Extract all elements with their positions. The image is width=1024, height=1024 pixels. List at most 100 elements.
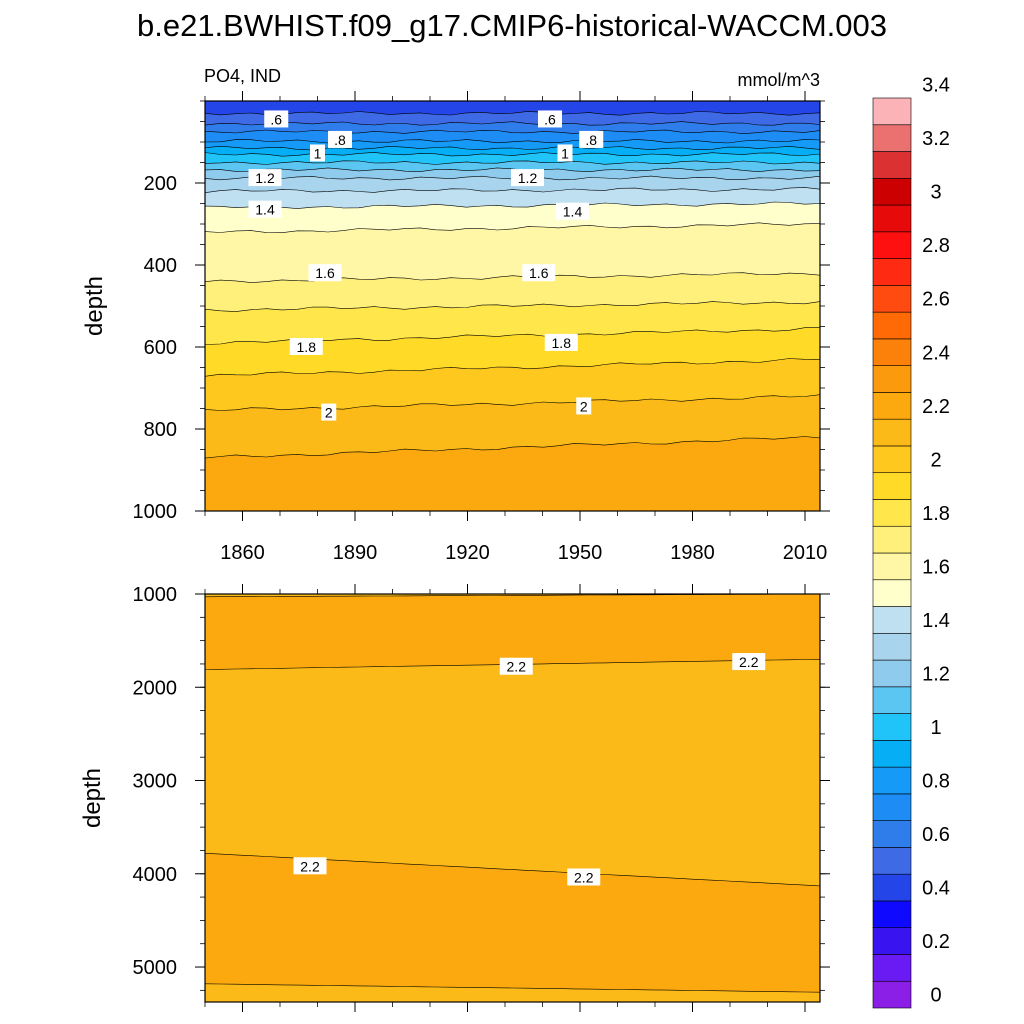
colorbar-box	[872, 258, 912, 286]
svg-text:.8: .8	[334, 132, 346, 148]
colorbar-box	[872, 606, 912, 634]
x-tick-label: 1920	[445, 542, 490, 564]
contour-label: 1.4	[556, 202, 589, 220]
contour-line	[205, 160, 820, 165]
colorbar-box	[872, 847, 912, 875]
y-tick-label: 4000	[133, 864, 178, 886]
contour-line	[205, 436, 820, 459]
y-tick-label: 1000	[133, 584, 178, 606]
colorbar: 0 0.2 0.4 0.6 0.8 1 1.2 1.4 1.6 1.8 2 2.2 2.4 2.6 2.8 3…	[872, 75, 950, 1009]
contour-label: 2.2	[567, 868, 601, 886]
contour-label: .8	[328, 130, 352, 148]
contour-label: 1.6	[522, 264, 556, 282]
colorbar-label: 0.4	[922, 878, 950, 900]
contour-line	[205, 139, 820, 144]
contour-band	[205, 594, 820, 670]
upper-y-axis-label: depth	[81, 276, 108, 336]
colorbar-label: 1.4	[922, 610, 950, 632]
lower-contour-panel: 2.2 2.2 2.2 2.2 1000 2000 3000 4000 5000	[133, 584, 830, 1012]
colorbar-label: 3.2	[922, 128, 950, 150]
panel-left-label: PO4, IND	[204, 66, 281, 86]
colorbar-box	[872, 392, 912, 420]
contour-line	[205, 201, 820, 209]
colorbar-box	[872, 204, 912, 233]
upper-contour-panel: .6 .6 .8 .8 1 1 1.2 1.2 1.4 1.4 1.6 1.6 1.8 1.8 2 2 200 4…	[133, 91, 830, 564]
contour-label: 1.8	[544, 333, 578, 351]
colorbar-box	[872, 231, 912, 259]
x-tick-label: 1950	[558, 542, 603, 564]
svg-text:1.2: 1.2	[255, 170, 275, 186]
contour-label: 1	[557, 144, 573, 162]
contour-label: .6	[538, 110, 562, 128]
contour-label: 1.6	[308, 264, 342, 282]
colorbar-label: 3.4	[922, 75, 950, 97]
contour-line	[205, 152, 820, 157]
colorbar-box	[872, 579, 912, 607]
contour-line	[205, 358, 820, 377]
svg-text:.6: .6	[544, 111, 556, 127]
x-tick-label: 1980	[670, 542, 715, 564]
svg-text:1.8: 1.8	[552, 335, 572, 351]
contour-label: 1	[310, 144, 325, 162]
y-tick-label: 600	[144, 337, 177, 359]
contour-label: 1.2	[511, 169, 544, 187]
y-tick-label: 3000	[133, 771, 178, 793]
colorbar-label: 2.8	[922, 235, 950, 257]
svg-text:2.2: 2.2	[574, 870, 594, 886]
colorbar-label: 1.2	[922, 663, 950, 685]
contour-line	[205, 145, 820, 151]
colorbar-box	[872, 472, 912, 500]
svg-text:1.2: 1.2	[518, 170, 538, 186]
contour-label: .8	[579, 130, 604, 148]
contour-label: 2	[576, 397, 592, 415]
contour-label: 2.2	[293, 857, 327, 875]
contour-band	[205, 101, 820, 116]
svg-text:1.6: 1.6	[315, 265, 335, 281]
contour-label: 2	[321, 403, 337, 421]
colorbar-box	[872, 659, 912, 688]
colorbar-box	[872, 927, 912, 955]
colorbar-box	[872, 713, 912, 741]
y-tick-label: 800	[144, 419, 177, 441]
x-tick-label: 1890	[333, 542, 378, 564]
colorbar-label: 0	[930, 985, 941, 1007]
colorbar-label: 0.8	[922, 771, 950, 793]
colorbar-label: 0.6	[922, 824, 950, 846]
contour-line	[205, 121, 820, 126]
plot-frame	[204, 593, 821, 1003]
colorbar-box	[872, 873, 912, 902]
colorbar-box	[872, 365, 912, 393]
colorbar-label: 2.2	[922, 396, 950, 418]
colorbar-box	[872, 525, 912, 554]
svg-text:1.6: 1.6	[529, 265, 549, 281]
svg-text:2: 2	[580, 398, 588, 414]
svg-text:2.2: 2.2	[300, 858, 320, 874]
contour-label: 2.2	[732, 653, 766, 671]
colorbar-label: 3	[930, 182, 941, 204]
colorbar-box	[872, 151, 912, 179]
y-tick-label: 2000	[133, 677, 178, 699]
colorbar-box	[872, 954, 912, 982]
colorbar-box	[872, 632, 912, 661]
svg-text:1.4: 1.4	[255, 202, 275, 218]
svg-text:.8: .8	[585, 132, 597, 148]
contour-line	[205, 129, 820, 135]
contour-line	[205, 301, 820, 312]
colorbar-box	[872, 980, 912, 1009]
colorbar-box	[872, 820, 912, 848]
contour-label: 1.4	[248, 200, 282, 218]
contour-line	[205, 394, 820, 411]
colorbar-box	[872, 766, 912, 795]
y-tick-label: 1000	[133, 501, 178, 523]
colorbar-box	[872, 124, 912, 152]
colorbar-box	[872, 311, 912, 340]
colorbar-label: 2	[930, 449, 941, 471]
colorbar-box	[872, 900, 912, 929]
colorbar-label: 1	[930, 717, 941, 739]
contour-line	[205, 187, 820, 193]
svg-text:2.2: 2.2	[739, 654, 759, 670]
colorbar-label: 2.6	[922, 289, 950, 311]
y-tick-label: 400	[144, 255, 177, 277]
contour-line	[205, 983, 820, 993]
svg-text:1: 1	[314, 145, 322, 161]
